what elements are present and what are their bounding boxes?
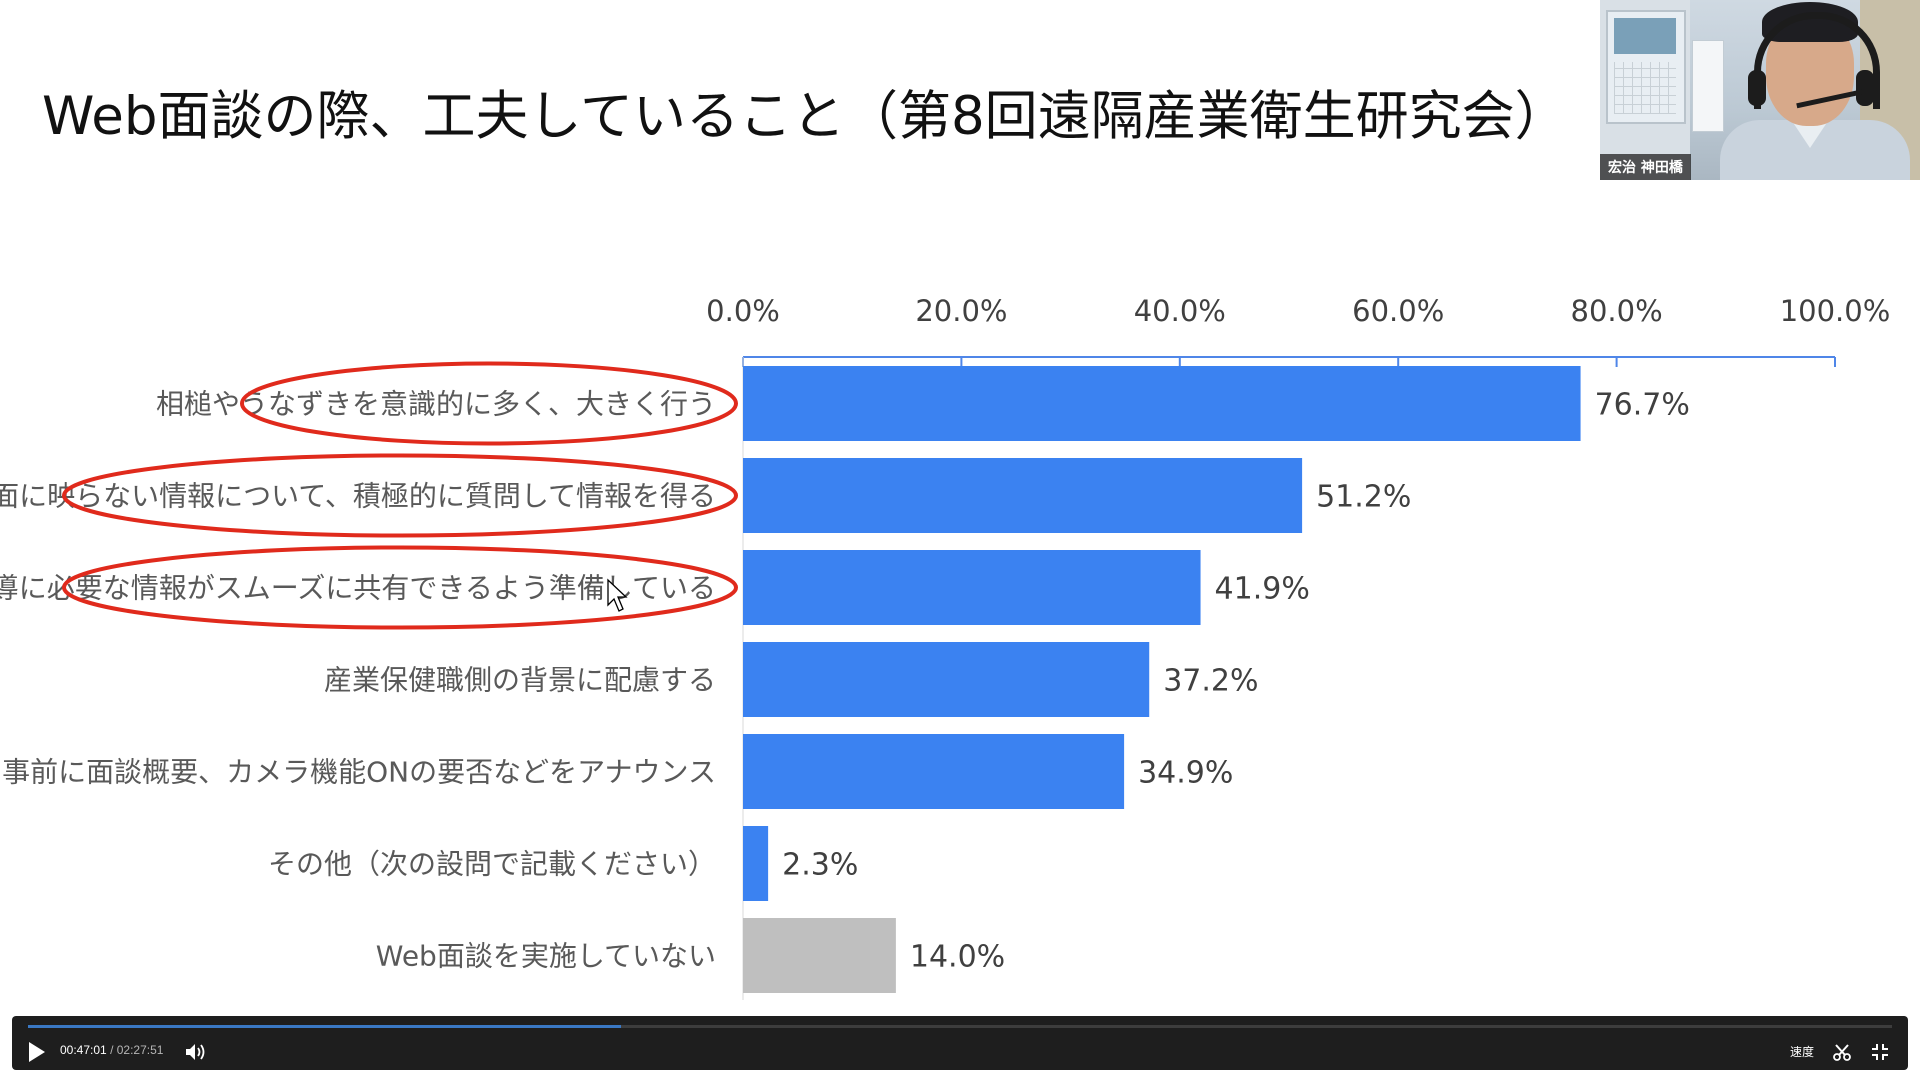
bar (743, 826, 769, 901)
volume-icon (186, 1044, 205, 1060)
data-label: 41.9% (1215, 572, 1310, 607)
category-label: 相槌やうなずきを意識的に多く、大きく行う (156, 388, 716, 421)
volume-button[interactable] (184, 1041, 208, 1063)
wall-calendar (1606, 10, 1686, 124)
x-tick-label: 20.0% (915, 294, 1007, 328)
bar (743, 734, 1125, 809)
slide-title: Web面談の際、工夫していること（第8回遠隔産業衛生研究会） (42, 86, 1568, 147)
time-display: 00:47:01 / 02:27:51 (60, 1043, 163, 1057)
category-label: 事前に面談概要、カメラ機能ONの要否などをアナウンス (2, 756, 716, 789)
video-thumbnail[interactable]: 宏治 神田橋 (1600, 0, 1920, 180)
progress-fill (28, 1025, 621, 1028)
category-label: 産業保健職側の背景に配慮する (324, 664, 716, 697)
x-tick-label: 0.0% (706, 294, 780, 328)
wall-sign (1692, 40, 1724, 132)
play-icon (29, 1042, 45, 1062)
total-time: 02:27:51 (116, 1043, 164, 1057)
bar (743, 918, 896, 993)
data-label: 76.7% (1595, 388, 1690, 423)
bar (743, 550, 1201, 625)
category-label: 画面に映らない情報について、積極的に質問して情報を得る (0, 480, 716, 513)
scissors-icon (1833, 1044, 1851, 1061)
category-label: 指導に必要な情報がスムーズに共有できるよう準備している (0, 572, 716, 605)
current-time: 00:47:01 (60, 1043, 107, 1057)
play-button[interactable] (24, 1039, 48, 1065)
speed-button[interactable]: 速度 (1789, 1045, 1814, 1059)
x-tick-label: 100.0% (1780, 294, 1891, 328)
data-label: 2.3% (782, 848, 858, 883)
exit-fullscreen-button[interactable] (1870, 1042, 1890, 1062)
category-label: Web面談を実施していない (376, 940, 716, 973)
participant-name: 宏治 神田橋 (1600, 154, 1691, 180)
x-tick-label: 60.0% (1352, 294, 1444, 328)
highlight-ellipse (240, 361, 738, 446)
exit-fullscreen-icon (1872, 1044, 1888, 1060)
data-label: 51.2% (1316, 480, 1411, 515)
video-player-controls: 00:47:01 / 02:27:51 速度 (12, 1016, 1908, 1070)
bar (743, 642, 1150, 717)
bar (743, 458, 1303, 533)
clip-button[interactable] (1832, 1042, 1852, 1062)
progress-bar[interactable] (28, 1025, 1892, 1028)
bar-chart: 0.0% 20.0% 40.0% 60.0% 80.0% 100.0% 76.7% 相槌やうな… (0, 294, 1891, 1000)
time-separator: / (110, 1043, 114, 1057)
mouse-cursor-icon (607, 578, 628, 612)
data-label: 34.9% (1138, 756, 1233, 791)
x-tick-label: 80.0% (1571, 294, 1663, 328)
bar (743, 366, 1581, 441)
data-label: 37.2% (1163, 664, 1258, 699)
x-tick-label: 40.0% (1134, 294, 1226, 328)
participant-video (1710, 0, 1910, 180)
data-label: 14.0% (910, 940, 1005, 975)
highlight-ellipse (62, 453, 738, 538)
category-label: その他（次の設問で記載ください） (268, 848, 716, 881)
highlight-ellipse (62, 545, 738, 630)
